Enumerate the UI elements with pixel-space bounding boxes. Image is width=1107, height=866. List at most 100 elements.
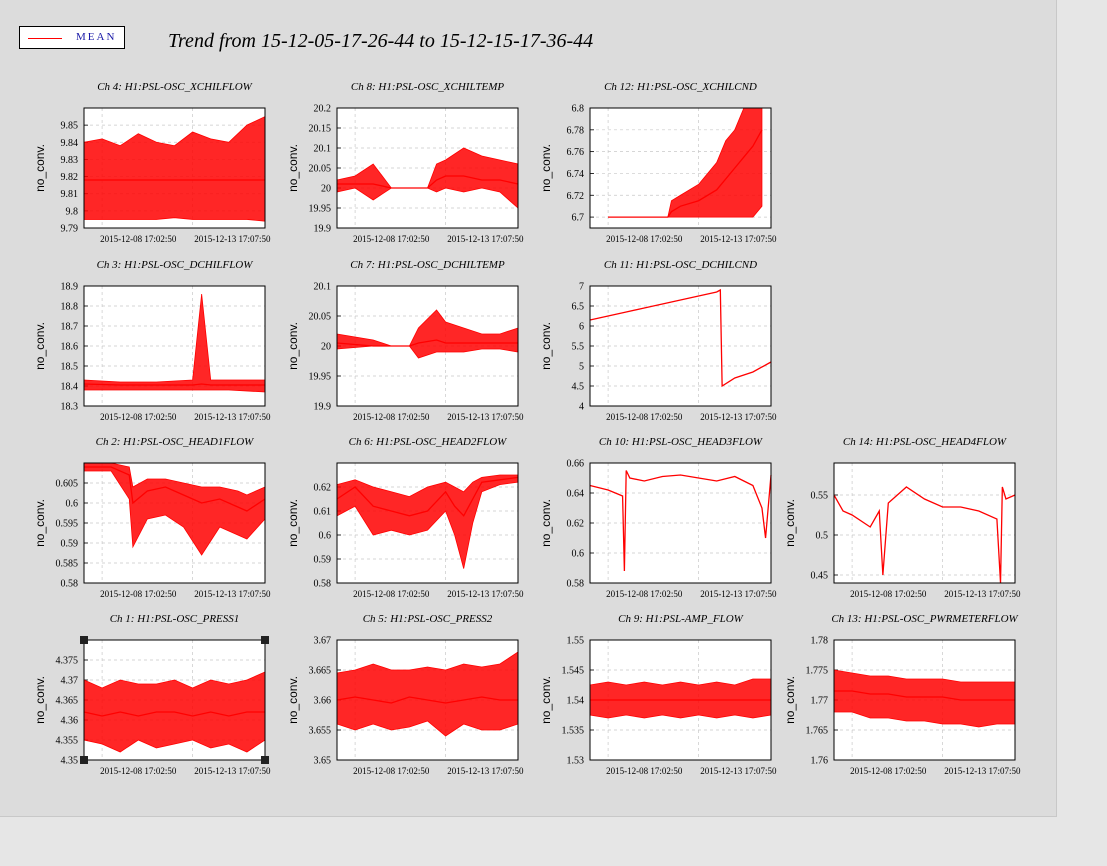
y-tick-label: 1.55 [567,636,585,647]
chart-title: Ch 11: H1:PSL-OSC_DCHILCND [604,259,757,271]
chart-title: Ch 3: H1:PSL-OSC_DCHILFLOW [97,259,254,271]
plot-border [833,462,1016,584]
x-tick-label: 2015-12-13 17:07:50 [700,589,777,599]
y-tick-label: 18.9 [61,282,79,293]
x-tick-label: 2015-12-13 17:07:50 [447,589,524,599]
y-tick-label: 1.77 [811,696,829,707]
chart-panel-ch12: 6.7 6.72 6.74 6.76 6.78 6.8 Ch 12: H1:PSL-OSC_… [539,81,777,244]
y-axis-label: no_conv. [33,499,47,547]
y-tick-label: 19.95 [309,204,332,215]
legend-label: MEAN [76,31,117,43]
series-mean-line [833,486,1016,584]
x-tick-label: 2015-12-13 17:07:50 [194,766,271,776]
y-tick-label: 19.95 [309,372,332,383]
y-tick-label: 18.5 [61,362,79,373]
chart-title: Ch 8: H1:PSL-OSC_XCHILTEMP [351,81,504,93]
x-tick-label: 2015-12-13 17:07:50 [944,589,1021,599]
y-tick-label: 20.1 [314,144,332,155]
series-mean-line [589,470,772,572]
chart-panel-ch8: 19.9 19.95 20 20.05 20.1 20.15 20.2 Ch 8: H1:PS… [286,81,524,244]
y-tick-label: 20.2 [314,104,332,115]
y-tick-label: 0.605 [56,479,79,490]
x-tick-label: 2015-12-13 17:07:50 [194,412,271,422]
y-tick-label: 4.5 [572,382,585,393]
y-tick-label: 18.7 [61,322,79,333]
plot-border [589,107,772,229]
chart-panel-ch6: 0.58 0.59 0.6 0.61 0.62 Ch 6: H1:PSL-OSC_HEAD… [286,436,524,599]
y-tick-label: 9.79 [61,224,79,235]
y-tick-label: 5 [579,362,584,373]
y-tick-label: 0.55 [811,491,829,502]
x-tick-label: 2015-12-08 17:02:50 [100,234,177,244]
x-tick-label: 2015-12-13 17:07:50 [700,412,777,422]
y-tick-label: 20.1 [314,282,332,293]
y-axis-label: no_conv. [286,676,300,724]
x-tick-label: 2015-12-08 17:02:50 [606,234,683,244]
x-tick-label: 2015-12-08 17:02:50 [353,766,430,776]
y-tick-label: 0.61 [314,507,332,518]
y-tick-label: 0.585 [56,559,79,570]
chart-panel-ch2: 0.58 0.585 0.59 0.595 0.6 0.605 Ch 2: H1:PSL-O… [33,436,271,599]
plot-border [336,639,519,761]
x-tick-label: 2015-12-08 17:02:50 [850,766,927,776]
x-tick-label: 2015-12-08 17:02:50 [353,589,430,599]
plot-border [83,285,266,407]
y-tick-label: 4 [579,402,584,413]
plot-border [83,107,266,229]
y-tick-label: 20.15 [309,124,332,135]
chart-grid: 9.79 9.8 9.81 9.82 9.83 9.84 9.85 Ch 4: H1:PSL-… [33,81,1021,776]
y-axis-label: no_conv. [33,322,47,370]
y-tick-label: 18.4 [61,382,79,393]
y-tick-label: 0.58 [314,579,332,590]
y-tick-label: 9.83 [61,155,79,166]
chart-panel-ch9: 1.53 1.535 1.54 1.545 1.55 Ch 9: H1:PSL-AMP_F… [539,613,777,776]
y-tick-label: 6.7 [572,213,585,224]
chart-panel-ch3: 18.3 18.4 18.5 18.6 18.7 18.8 18.9 Ch 3: H1:PSL… [33,259,271,422]
y-tick-label: 0.62 [567,519,585,530]
y-tick-label: 4.365 [56,696,79,707]
plot-area[interactable] [834,463,1015,583]
selection-handle[interactable] [80,636,88,644]
chart-panel-ch10: 0.58 0.6 0.62 0.64 0.66 Ch 10: H1:PSL-OSC_HEA… [539,436,777,599]
chart-panel-ch14: 0.45 0.5 0.55 Ch 14: H1:PSL-OSC_HEAD4FLOWno… [783,436,1021,599]
y-tick-label: 0.58 [61,579,79,590]
x-tick-label: 2015-12-08 17:02:50 [606,589,683,599]
chart-title: Ch 2: H1:PSL-OSC_HEAD1FLOW [96,436,254,448]
x-tick-label: 2015-12-13 17:07:50 [447,766,524,776]
y-tick-label: 1.76 [811,756,829,767]
y-tick-label: 6.74 [567,169,585,180]
y-tick-label: 9.84 [61,138,79,149]
y-tick-label: 1.535 [562,726,585,737]
y-axis-label: no_conv. [286,499,300,547]
series-mean-line [84,466,266,512]
y-axis-label: no_conv. [286,322,300,370]
y-tick-label: 18.6 [61,342,79,353]
y-tick-label: 1.545 [562,666,585,677]
y-tick-label: 3.665 [309,666,332,677]
y-tick-label: 1.54 [567,696,585,707]
chart-panel-ch11: 4 4.5 5 5.5 6 6.5 7 Ch 11: H1:PSL-OSC_DCHILCNDn… [539,259,777,422]
y-tick-label: 9.85 [61,121,79,132]
chart-title: Ch 7: H1:PSL-OSC_DCHILTEMP [350,259,505,271]
y-tick-label: 3.66 [314,696,332,707]
y-tick-label: 20.05 [309,164,332,175]
selection-handle[interactable] [261,756,269,764]
x-tick-label: 2015-12-08 17:02:50 [100,412,177,422]
y-tick-label: 6.5 [572,302,585,313]
y-axis-label: no_conv. [33,144,47,192]
y-tick-label: 19.9 [314,224,332,235]
selection-handle[interactable] [261,636,269,644]
y-tick-label: 0.5 [816,531,829,542]
series-mean-line [83,383,265,386]
y-tick-label: 4.37 [61,676,79,687]
y-tick-label: 18.8 [61,302,79,313]
y-tick-label: 0.6 [572,549,585,560]
y-tick-label: 0.6 [319,531,332,542]
y-tick-label: 9.82 [61,172,79,183]
x-tick-label: 2015-12-13 17:07:50 [700,234,777,244]
series-mean-line [337,175,519,189]
chart-title: Ch 14: H1:PSL-OSC_HEAD4FLOW [843,436,1007,448]
y-tick-label: 0.58 [567,579,585,590]
plot-border [336,285,519,407]
selection-handle[interactable] [80,756,88,764]
